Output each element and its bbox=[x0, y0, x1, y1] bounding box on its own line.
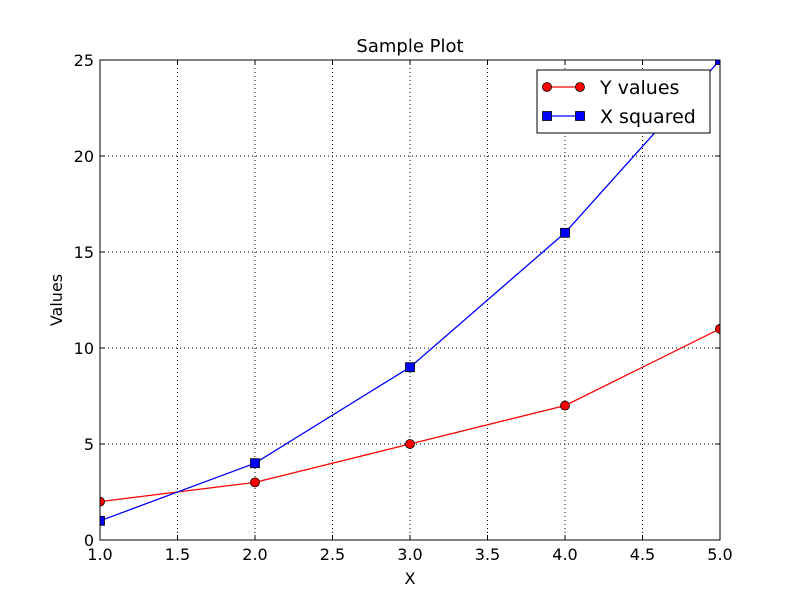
data-point bbox=[100, 496, 105, 507]
x-axis-label: X bbox=[405, 569, 416, 588]
ticks: 1.0 1.5 2.0 2.5 3.0 3.5 4.0 4.5 5.0 0 5 10 15 20 25 bbox=[74, 51, 733, 564]
series-x-squared bbox=[100, 60, 720, 526]
y-axis-label: Values bbox=[47, 274, 66, 326]
legend-entry: Y values bbox=[542, 77, 679, 99]
legend-label: Y values bbox=[599, 77, 679, 99]
x-tick-label: 2.5 bbox=[320, 545, 345, 564]
data-point bbox=[560, 400, 570, 411]
legend: Y values X squared bbox=[536, 69, 711, 134]
data-point bbox=[715, 323, 720, 334]
series-y-values bbox=[100, 323, 720, 507]
x-tick-label: 4.5 bbox=[630, 545, 655, 564]
legend-entry: X squared bbox=[542, 106, 696, 128]
y-tick-label: 10 bbox=[74, 339, 94, 358]
data-point bbox=[405, 439, 415, 449]
x-tick-label: 4.0 bbox=[552, 545, 577, 564]
series-line bbox=[100, 328, 720, 503]
data-point bbox=[100, 515, 105, 526]
x-tick-label: 1.5 bbox=[165, 545, 190, 564]
y-tick-label: 0 bbox=[84, 531, 94, 550]
data-point bbox=[405, 362, 415, 373]
x-tick-label: 3.0 bbox=[397, 545, 422, 564]
x-tick-label: 3.5 bbox=[475, 545, 500, 564]
data-point bbox=[715, 60, 720, 65]
chart-title: Sample Plot bbox=[356, 36, 463, 57]
legend-marker bbox=[542, 111, 552, 121]
legend-box bbox=[536, 69, 711, 134]
legend-marker bbox=[542, 82, 552, 92]
legend-label: X squared bbox=[600, 106, 696, 128]
y-tick-label: 25 bbox=[74, 51, 94, 70]
data-point bbox=[560, 227, 570, 238]
x-tick-label: 2.0 bbox=[242, 545, 267, 564]
data-point bbox=[250, 477, 260, 488]
y-tick-label: 20 bbox=[74, 147, 94, 166]
series-layer bbox=[100, 60, 720, 526]
x-tick-label: 1.0 bbox=[87, 545, 112, 564]
data-point bbox=[250, 458, 260, 469]
x-tick-label: 5.0 bbox=[707, 545, 732, 564]
y-tick-label: 5 bbox=[84, 435, 94, 454]
y-tick-label: 15 bbox=[74, 243, 94, 262]
legend-marker bbox=[575, 82, 585, 92]
legend-marker bbox=[575, 111, 585, 121]
